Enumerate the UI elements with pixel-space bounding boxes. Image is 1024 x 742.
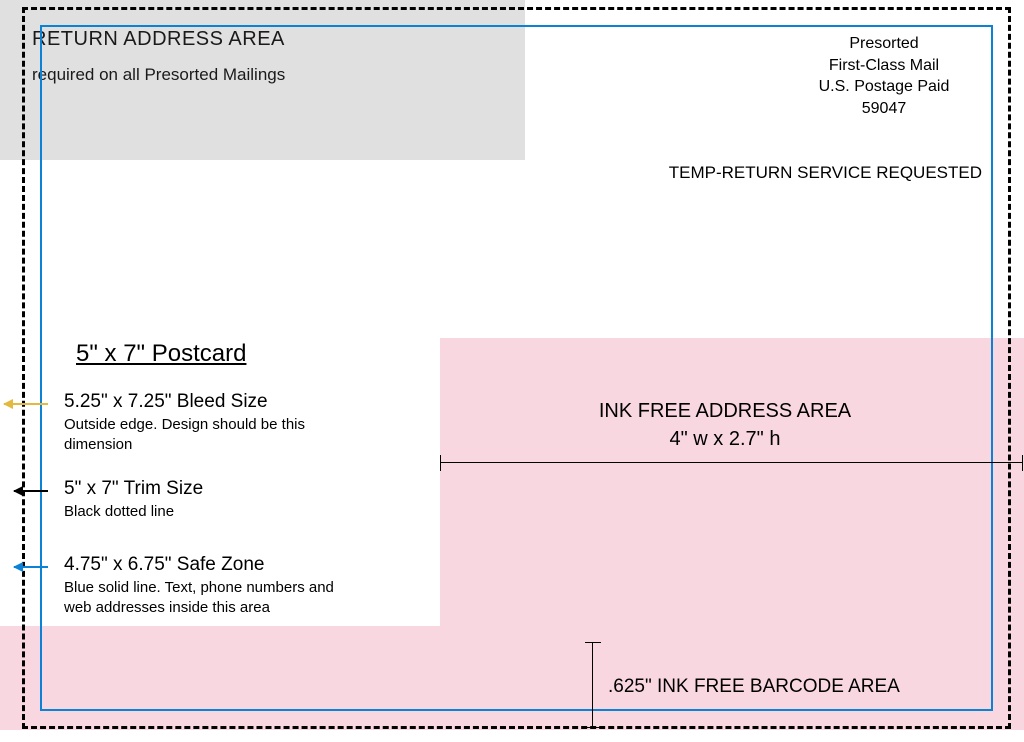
postcard-template-diagram: RETURN ADDRESS AREA required on all Pres… bbox=[0, 0, 1024, 742]
indicia-line3: U.S. Postage Paid bbox=[794, 76, 974, 98]
legend-trim-desc: Black dotted line bbox=[64, 502, 203, 522]
address-area-line1: INK FREE ADDRESS AREA bbox=[560, 397, 890, 425]
legend-safe-label: 4.75" x 6.75" Safe Zone bbox=[64, 554, 364, 576]
address-width-dimension bbox=[440, 462, 1023, 463]
trim-arrow-icon bbox=[14, 490, 48, 492]
barcode-height-dimension bbox=[592, 642, 593, 728]
postcard-title: 5" x 7" Postcard bbox=[76, 340, 246, 368]
legend-bleed-label: 5.25" x 7.25" Bleed Size bbox=[64, 391, 364, 413]
address-area-label: INK FREE ADDRESS AREA 4" w x 2.7" h bbox=[560, 397, 890, 453]
legend-safe-desc: Blue solid line. Text, phone numbers and… bbox=[64, 578, 364, 617]
barcode-area-label: .625" INK FREE BARCODE AREA bbox=[608, 676, 900, 698]
indicia-line2: First-Class Mail bbox=[794, 55, 974, 77]
indicia-line1: Presorted bbox=[794, 33, 974, 55]
legend-trim: 5" x 7" Trim Size Black dotted line bbox=[64, 478, 203, 522]
temp-return-service: TEMP-RETURN SERVICE REQUESTED bbox=[669, 163, 982, 183]
bleed-arrow-icon bbox=[4, 403, 48, 405]
legend-safe: 4.75" x 6.75" Safe Zone Blue solid line.… bbox=[64, 554, 364, 617]
address-area-line2: 4" w x 2.7" h bbox=[560, 425, 890, 453]
legend-bleed: 5.25" x 7.25" Bleed Size Outside edge. D… bbox=[64, 391, 364, 454]
safe-arrow-icon bbox=[14, 566, 48, 568]
indicia-line4: 59047 bbox=[794, 98, 974, 120]
postage-indicia: Presorted First-Class Mail U.S. Postage … bbox=[794, 33, 974, 119]
legend-bleed-desc: Outside edge. Design should be this dime… bbox=[64, 415, 364, 454]
legend-trim-label: 5" x 7" Trim Size bbox=[64, 478, 203, 500]
